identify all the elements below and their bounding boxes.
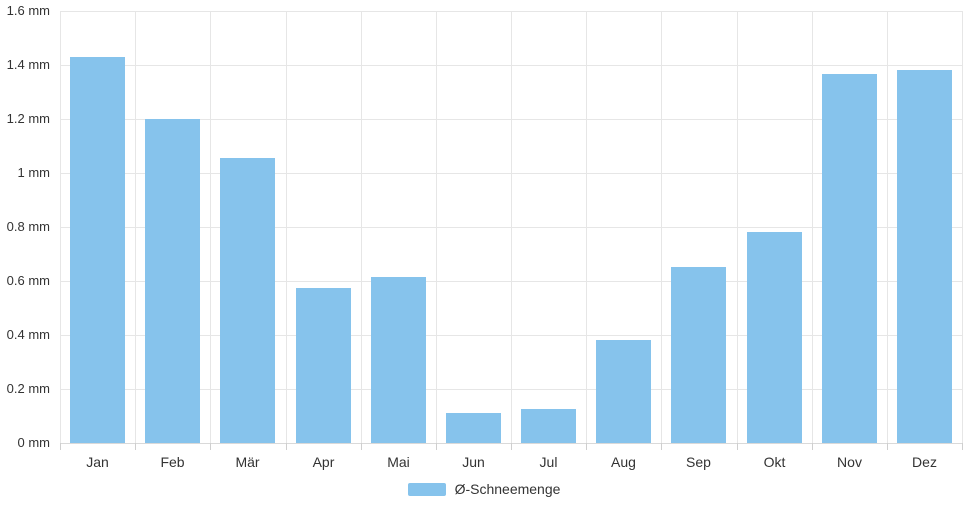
x-axis-label: Dez (912, 454, 937, 470)
bar-apr (296, 288, 351, 443)
x-axis-tick (586, 443, 587, 450)
v-gridline (135, 11, 136, 443)
x-axis-tick (511, 443, 512, 450)
v-gridline (60, 11, 61, 443)
y-axis-label: 0.4 mm (6, 327, 50, 342)
v-gridline (361, 11, 362, 443)
y-axis-label: 0.8 mm (6, 219, 50, 234)
v-gridline (436, 11, 437, 443)
x-axis-tick (361, 443, 362, 450)
x-axis-tick (962, 443, 963, 450)
y-axis-label: 0.2 mm (6, 381, 50, 396)
bar-aug (596, 340, 651, 443)
x-axis-tick (812, 443, 813, 450)
bar-jan (70, 57, 125, 443)
bar-mai (371, 277, 426, 443)
x-axis-label: Feb (160, 454, 185, 470)
x-axis-tick (737, 443, 738, 450)
x-axis-label: Apr (312, 454, 335, 470)
x-axis-label: Aug (611, 454, 636, 470)
v-gridline (586, 11, 587, 443)
v-gridline (887, 11, 888, 443)
bar-sep (671, 267, 726, 443)
y-axis-label: 1.4 mm (6, 57, 50, 72)
x-axis-label: Jun (462, 454, 485, 470)
y-axis-label: 1.2 mm (6, 111, 50, 126)
x-axis-label: Okt (763, 454, 786, 470)
v-gridline (661, 11, 662, 443)
y-axis-label: 1.6 mm (6, 3, 50, 18)
x-axis-label: Mai (387, 454, 410, 470)
x-axis-label: Jan (86, 454, 109, 470)
legend: Ø-Schneemenge (0, 481, 968, 497)
v-gridline (812, 11, 813, 443)
y-axis-label: 1 mm (17, 165, 51, 180)
bar-dez (897, 70, 952, 443)
bar-mär (220, 158, 275, 443)
x-axis-label: Mär (235, 454, 260, 470)
bar-okt (747, 232, 802, 443)
x-axis-label: Sep (686, 454, 711, 470)
bar-feb (145, 119, 200, 443)
v-gridline (286, 11, 287, 443)
y-axis-label: 0 mm (17, 435, 51, 450)
v-gridline (962, 11, 963, 443)
x-axis-tick (286, 443, 287, 450)
bar-jul (521, 409, 576, 443)
legend-swatch-icon (407, 482, 446, 496)
y-axis-label: 0.6 mm (6, 273, 50, 288)
bar-jun (446, 413, 501, 443)
legend-label: Ø-Schneemenge (454, 481, 561, 497)
v-gridline (737, 11, 738, 443)
x-axis-tick (60, 443, 61, 450)
v-gridline (210, 11, 211, 443)
bar-nov (822, 74, 877, 443)
x-axis-tick (436, 443, 437, 450)
x-axis-tick (135, 443, 136, 450)
x-axis-tick (661, 443, 662, 450)
x-axis-tick (210, 443, 211, 450)
x-axis-label: Jul (539, 454, 558, 470)
legend-item-schneemenge[interactable]: Ø-Schneemenge (407, 481, 561, 497)
x-axis-label: Nov (837, 454, 862, 470)
x-axis-tick (887, 443, 888, 450)
v-gridline (511, 11, 512, 443)
